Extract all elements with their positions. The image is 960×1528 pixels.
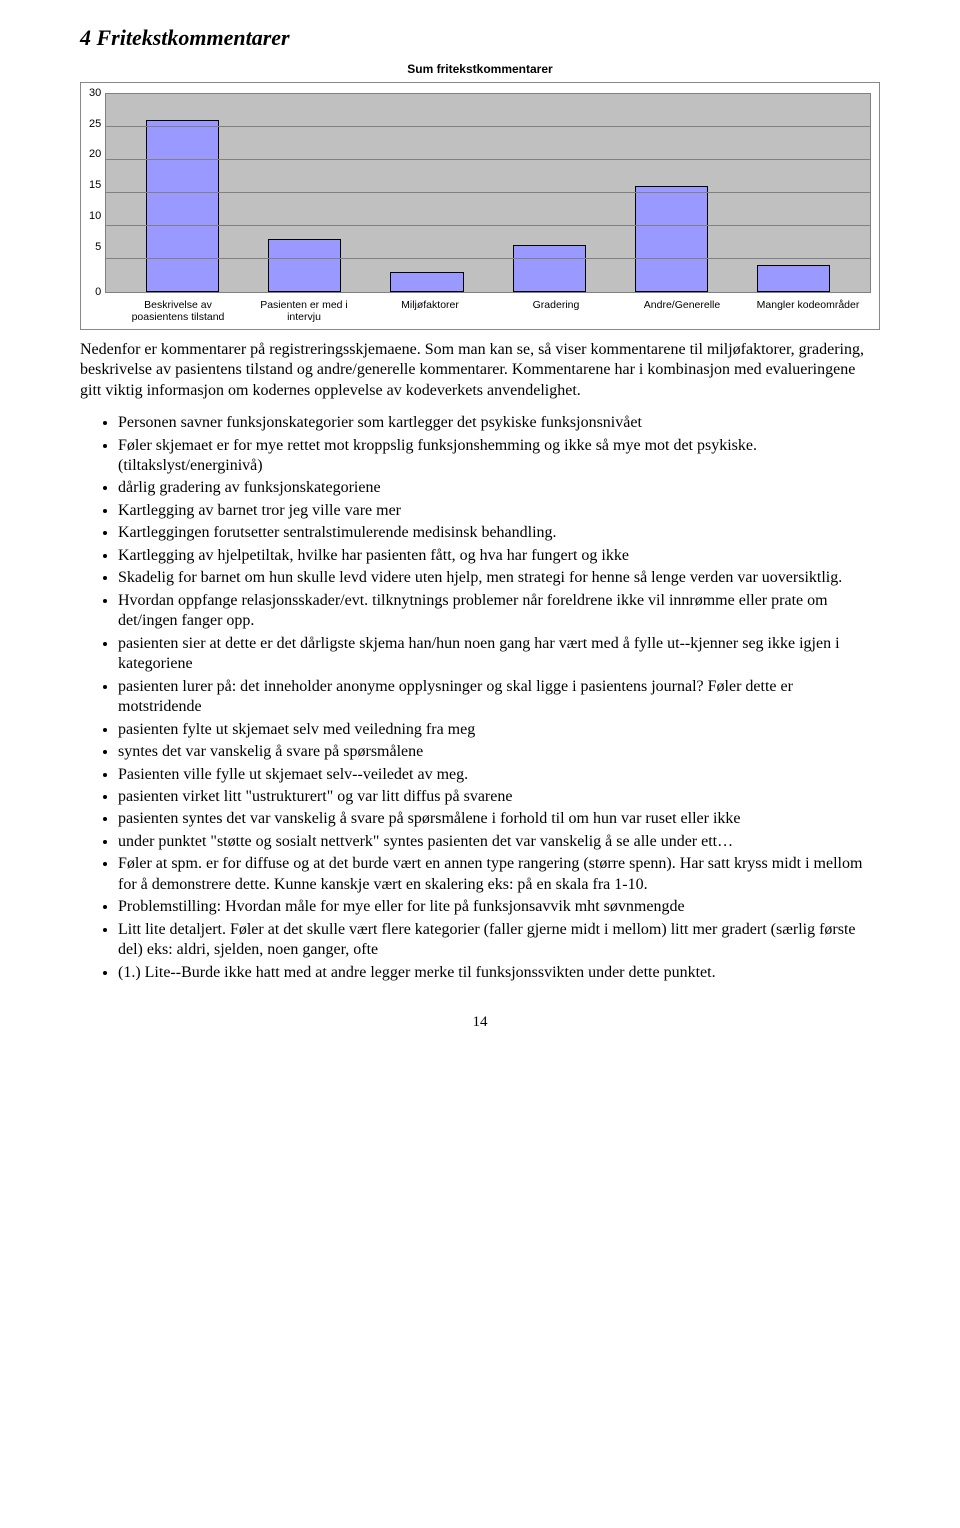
chart-plot-area <box>105 93 871 293</box>
list-item: Hvordan oppfange relasjonsskader/evt. ti… <box>118 591 880 632</box>
list-item: Kartlegging av barnet tror jeg ville var… <box>118 501 880 521</box>
chart-ytick: 5 <box>95 240 101 254</box>
chart-gridline <box>106 225 870 226</box>
list-item: pasienten sier at dette er det dårligste… <box>118 634 880 675</box>
chart-xtick: Pasienten er med i intervju <box>241 299 367 323</box>
chart-container: 30 25 20 15 10 5 0 Beskrivelse av poasientens … <box>80 82 880 330</box>
chart-bar <box>268 239 341 292</box>
chart-bar <box>513 245 586 291</box>
list-item: Litt lite detaljert. Føler at det skulle… <box>118 920 880 961</box>
chart-bar <box>390 272 463 292</box>
section-heading: 4 Fritekstkommentarer <box>80 24 880 52</box>
chart-gridline <box>106 126 870 127</box>
chart-ytick: 10 <box>89 209 101 223</box>
list-item: pasienten syntes det var vanskelig å sva… <box>118 809 880 829</box>
chart-ytick: 20 <box>89 147 101 161</box>
list-item: Personen savner funksjonskategorier som … <box>118 413 880 433</box>
list-item: Kartlegging av hjelpetiltak, hvilke har … <box>118 546 880 566</box>
list-item: syntes det var vanskelig å svare på spør… <box>118 742 880 762</box>
chart-ytick: 15 <box>89 178 101 192</box>
list-item: Problemstilling: Hvordan måle for mye el… <box>118 897 880 917</box>
chart-gridline <box>106 258 870 259</box>
chart-xtick: Miljøfaktorer <box>367 299 493 323</box>
list-item: Skadelig for barnet om hun skulle levd v… <box>118 568 880 588</box>
chart-xtick: Beskrivelse av poasientens tilstand <box>115 299 241 323</box>
list-item: Pasienten ville fylle ut skjemaet selv--… <box>118 765 880 785</box>
chart-bar <box>146 120 219 292</box>
chart-body: 302520151050 <box>89 93 871 293</box>
chart-xtick: Mangler kodeområder <box>745 299 871 323</box>
intro-paragraph: Nedenfor er kommentarer på registrerings… <box>80 340 880 401</box>
chart-bar <box>635 186 708 292</box>
list-item: pasienten virket litt "ustrukturert" og … <box>118 787 880 807</box>
chart-ytick: 30 <box>89 85 101 99</box>
bullet-list: Personen savner funksjonskategorier som … <box>80 413 880 983</box>
chart-x-axis: Beskrivelse av poasientens tilstandPasie… <box>89 299 871 323</box>
list-item: dårlig gradering av funksjonskategoriene <box>118 478 880 498</box>
list-item: Kartleggingen forutsetter sentralstimule… <box>118 523 880 543</box>
chart-xtick: Andre/Generelle <box>619 299 745 323</box>
list-item: Føler skjemaet er for mye rettet mot kro… <box>118 436 880 477</box>
chart-xtick: Gradering <box>493 299 619 323</box>
chart-gridline <box>106 159 870 160</box>
chart-bar <box>757 265 830 291</box>
chart-ytick: 0 <box>95 285 101 299</box>
list-item: pasienten fylte ut skjemaet selv med vei… <box>118 720 880 740</box>
list-item: under punktet "støtte og sosialt nettver… <box>118 832 880 852</box>
list-item: Føler at spm. er for diffuse og at det b… <box>118 854 880 895</box>
chart-bars <box>106 94 870 292</box>
list-item: (1.) Lite--Burde ikke hatt med at andre … <box>118 963 880 983</box>
chart-title: Sum fritekstkommentarer <box>80 62 880 77</box>
chart-gridline <box>106 192 870 193</box>
chart-ytick: 25 <box>89 116 101 130</box>
list-item: pasienten lurer på: det inneholder anony… <box>118 677 880 718</box>
chart-y-axis: 302520151050 <box>89 93 105 293</box>
page-number: 14 <box>80 1013 880 1032</box>
